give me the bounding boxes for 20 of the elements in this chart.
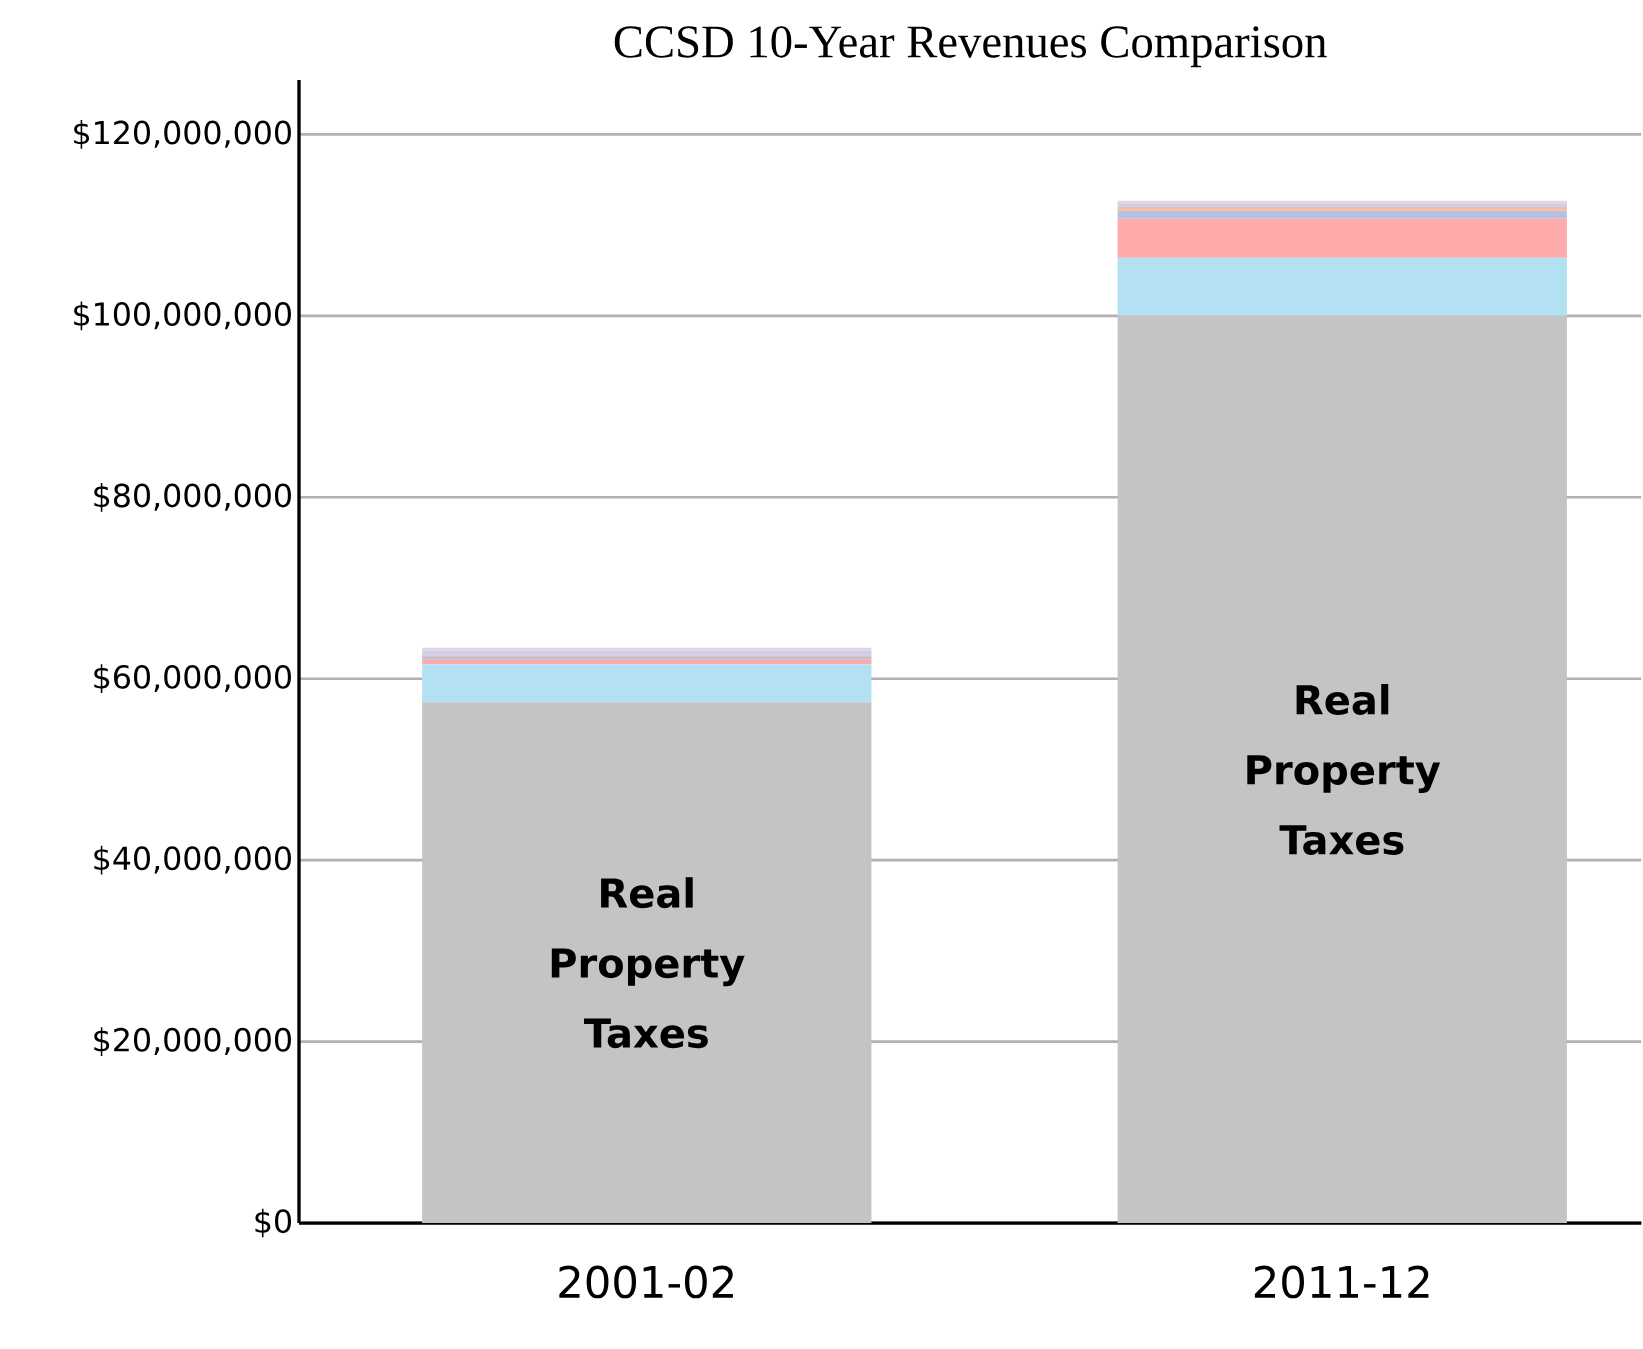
y-tick-label: $20,000,000 — [94, 1027, 291, 1056]
bar — [1117, 218, 1567, 258]
bar — [1117, 257, 1567, 316]
series-label: Real Property Taxes — [551, 877, 745, 1049]
bar — [422, 702, 872, 1223]
bar — [422, 664, 872, 703]
bar — [1117, 315, 1567, 1223]
bar — [422, 647, 872, 651]
y-tick-label: $80,000,000 — [94, 482, 291, 512]
y-tick-label: $0 — [255, 1208, 291, 1238]
bar — [1117, 210, 1567, 219]
y-tick-label: $120,000,000 — [74, 120, 291, 149]
y-tick-label: $100,000,000 — [74, 301, 291, 331]
y-tick-label: $40,000,000 — [94, 845, 291, 875]
chart-title: CCSD 10-Year Revenues Comparison — [614, 26, 1327, 68]
x-tick-label: 2001-02 — [559, 1265, 733, 1299]
x-tick-label: 2011-12 — [1254, 1265, 1429, 1299]
y-tick-label: $60,000,000 — [94, 664, 291, 694]
text: Real Property Taxes — [1247, 683, 1441, 855]
bar — [1117, 206, 1567, 211]
